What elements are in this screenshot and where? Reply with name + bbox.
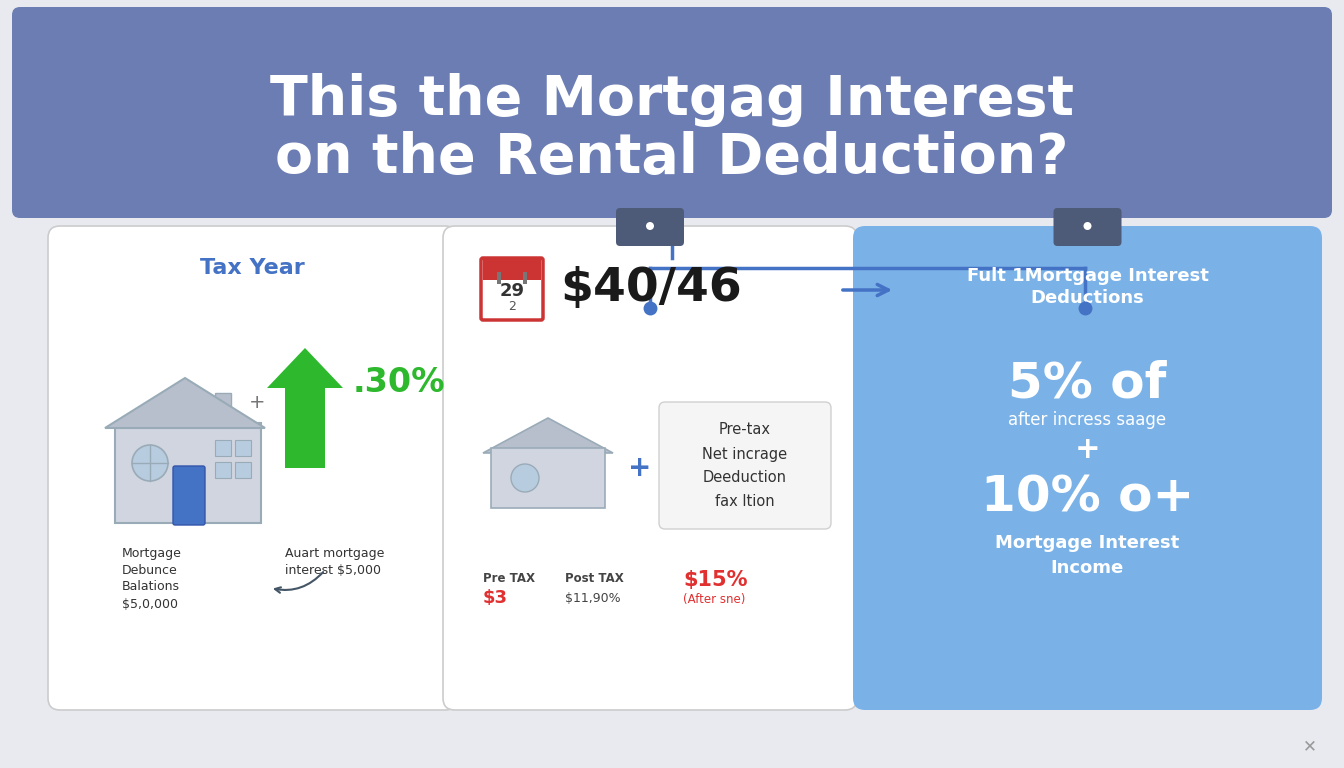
FancyBboxPatch shape: [616, 208, 684, 246]
FancyBboxPatch shape: [659, 402, 831, 529]
Circle shape: [646, 222, 655, 230]
FancyBboxPatch shape: [491, 448, 605, 508]
Text: +: +: [249, 393, 265, 412]
Text: .30%: .30%: [353, 366, 445, 399]
Text: +: +: [628, 454, 652, 482]
FancyBboxPatch shape: [444, 226, 857, 710]
Polygon shape: [267, 348, 343, 468]
Text: Post TAX: Post TAX: [564, 571, 624, 584]
Text: Pre-tax: Pre-tax: [719, 422, 771, 438]
Text: on the Rental Deduction?: on the Rental Deduction?: [276, 131, 1068, 185]
Text: Tax Year: Tax Year: [200, 258, 305, 278]
Text: Net incrage: Net incrage: [703, 446, 788, 462]
Bar: [523, 272, 527, 284]
Text: after incress saage: after incress saage: [1008, 411, 1167, 429]
FancyBboxPatch shape: [482, 258, 542, 280]
Text: Pre TAX: Pre TAX: [482, 571, 535, 584]
Text: +: +: [1075, 435, 1101, 465]
Text: $11,90%: $11,90%: [564, 591, 621, 604]
Text: Mortgage: Mortgage: [122, 547, 181, 560]
Text: $3: $3: [482, 589, 508, 607]
FancyBboxPatch shape: [215, 393, 231, 433]
FancyBboxPatch shape: [215, 462, 231, 478]
Text: Deeduction: Deeduction: [703, 471, 788, 485]
Text: This the Mortgag Interest: This the Mortgag Interest: [270, 73, 1074, 127]
Text: interest $5,000: interest $5,000: [285, 564, 380, 577]
Text: $15%: $15%: [683, 570, 747, 590]
Text: 5% of: 5% of: [1008, 359, 1167, 407]
Text: Balations: Balations: [122, 581, 180, 594]
Text: fax ltion: fax ltion: [715, 495, 774, 509]
Text: Deductions: Deductions: [1031, 289, 1144, 307]
FancyBboxPatch shape: [1054, 208, 1121, 246]
FancyBboxPatch shape: [235, 440, 251, 456]
Text: 2: 2: [508, 300, 516, 313]
FancyBboxPatch shape: [215, 440, 231, 456]
Text: $40/46: $40/46: [560, 266, 742, 310]
FancyBboxPatch shape: [853, 226, 1322, 710]
Text: 29: 29: [500, 282, 524, 300]
Bar: [497, 272, 501, 284]
Polygon shape: [482, 418, 613, 453]
Circle shape: [1083, 222, 1091, 230]
Text: Debunce: Debunce: [122, 564, 177, 577]
Text: (After sne): (After sne): [683, 594, 746, 607]
Polygon shape: [105, 378, 265, 428]
FancyBboxPatch shape: [481, 258, 543, 320]
FancyBboxPatch shape: [116, 423, 261, 523]
Text: Auart mortgage: Auart mortgage: [285, 547, 384, 560]
Circle shape: [132, 445, 168, 481]
Text: Fult 1Mortgage Interest: Fult 1Mortgage Interest: [966, 267, 1208, 285]
Text: Income: Income: [1051, 559, 1124, 577]
Text: Mortgage Interest: Mortgage Interest: [996, 534, 1180, 552]
Text: $5,0,000: $5,0,000: [122, 598, 177, 611]
Text: 10% o+: 10% o+: [981, 474, 1193, 522]
FancyBboxPatch shape: [12, 7, 1332, 218]
FancyBboxPatch shape: [48, 226, 457, 710]
Text: ✕: ✕: [1304, 737, 1317, 755]
FancyBboxPatch shape: [235, 462, 251, 478]
FancyBboxPatch shape: [173, 466, 206, 525]
Circle shape: [511, 464, 539, 492]
